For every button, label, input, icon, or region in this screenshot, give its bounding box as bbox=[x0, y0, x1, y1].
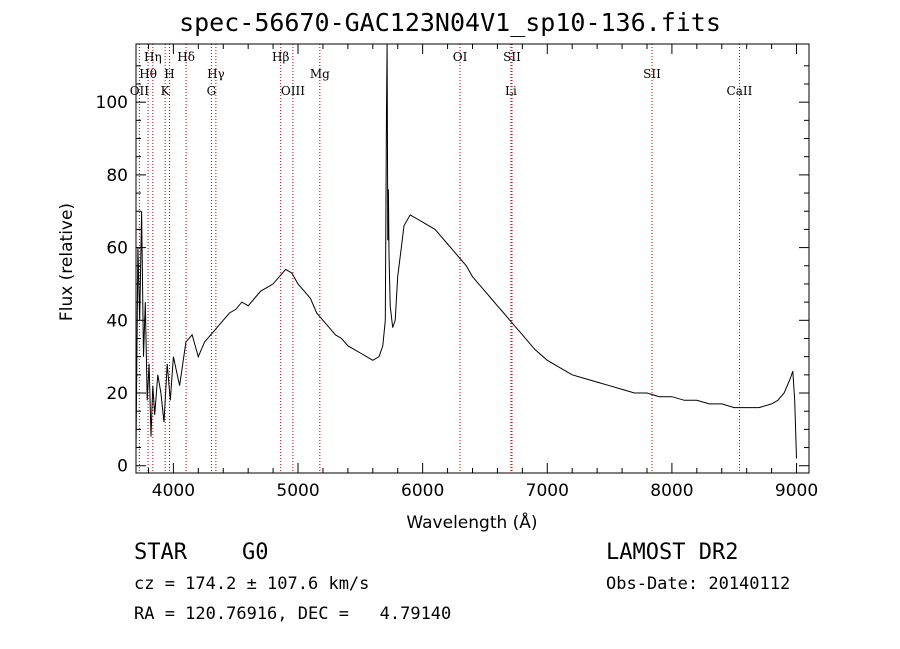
line-label-6: Hγ bbox=[207, 67, 225, 81]
line-label-11: OI bbox=[453, 50, 468, 64]
line-label-14: SII bbox=[643, 67, 661, 81]
x-tick-label-2: 6000 bbox=[401, 481, 444, 501]
spectral-line-labels: Hη Hθ OII HK Hδ Hγ G Hβ OIII Mg OI SII Li SII CaII bbox=[130, 50, 753, 98]
plot-axes bbox=[135, 43, 810, 474]
y-tick-label-3: 60 bbox=[106, 239, 128, 259]
x-axis-label: Wavelength (Å) bbox=[406, 511, 537, 533]
axis-ticks: 4000 5000 6000 7000 8000 9000 0 20 40 60 80 100 bbox=[96, 44, 818, 501]
line-label-0: Hη bbox=[144, 50, 162, 64]
x-tick-label-3: 7000 bbox=[526, 481, 569, 501]
y-tick-label-4: 80 bbox=[106, 166, 128, 186]
line-label-8: Hβ bbox=[272, 50, 289, 64]
x-tick-label-0: 4000 bbox=[152, 481, 195, 501]
line-label-9: OIII bbox=[281, 84, 305, 98]
spectral-line-markers bbox=[138, 44, 740, 473]
line-label-7: G bbox=[207, 84, 217, 98]
object-subclass: G0 bbox=[242, 540, 269, 565]
obs-date-text: Obs-Date: 20140112 bbox=[606, 574, 791, 594]
line-label-3: H bbox=[164, 67, 174, 81]
x-tick-label-4: 8000 bbox=[650, 481, 693, 501]
spectrum-line bbox=[135, 43, 797, 459]
line-label-2: OII bbox=[130, 84, 150, 98]
plot-frame bbox=[135, 43, 810, 474]
y-tick-label-2: 40 bbox=[106, 311, 128, 331]
x-tick-label-1: 5000 bbox=[276, 481, 319, 501]
redshift-text: cz = 174.2 ± 107.6 km/s bbox=[134, 574, 370, 594]
line-label-12: SII bbox=[503, 50, 521, 64]
y-tick-label-1: 20 bbox=[106, 384, 128, 404]
survey-name: LAMOST DR2 bbox=[606, 540, 739, 565]
object-class: STAR bbox=[134, 540, 187, 565]
chart-title: spec-56670-GAC123N04V1_sp10-136.fits bbox=[179, 8, 721, 37]
y-tick-label-5: 100 bbox=[96, 93, 128, 113]
line-label-1: Hθ bbox=[139, 67, 157, 81]
y-axis-label: Flux (relative) bbox=[57, 203, 77, 321]
line-label-15: CaII bbox=[727, 84, 753, 98]
y-tick-label-0: 0 bbox=[117, 457, 128, 477]
x-tick-label-5: 9000 bbox=[775, 481, 818, 501]
line-label-13: Li bbox=[505, 84, 517, 98]
line-label-10: Mg bbox=[310, 67, 330, 81]
line-label-4: K bbox=[161, 84, 171, 98]
line-label-5: Hδ bbox=[177, 50, 195, 64]
coordinates-text: RA = 120.76916, DEC = 4.79140 bbox=[134, 604, 452, 624]
